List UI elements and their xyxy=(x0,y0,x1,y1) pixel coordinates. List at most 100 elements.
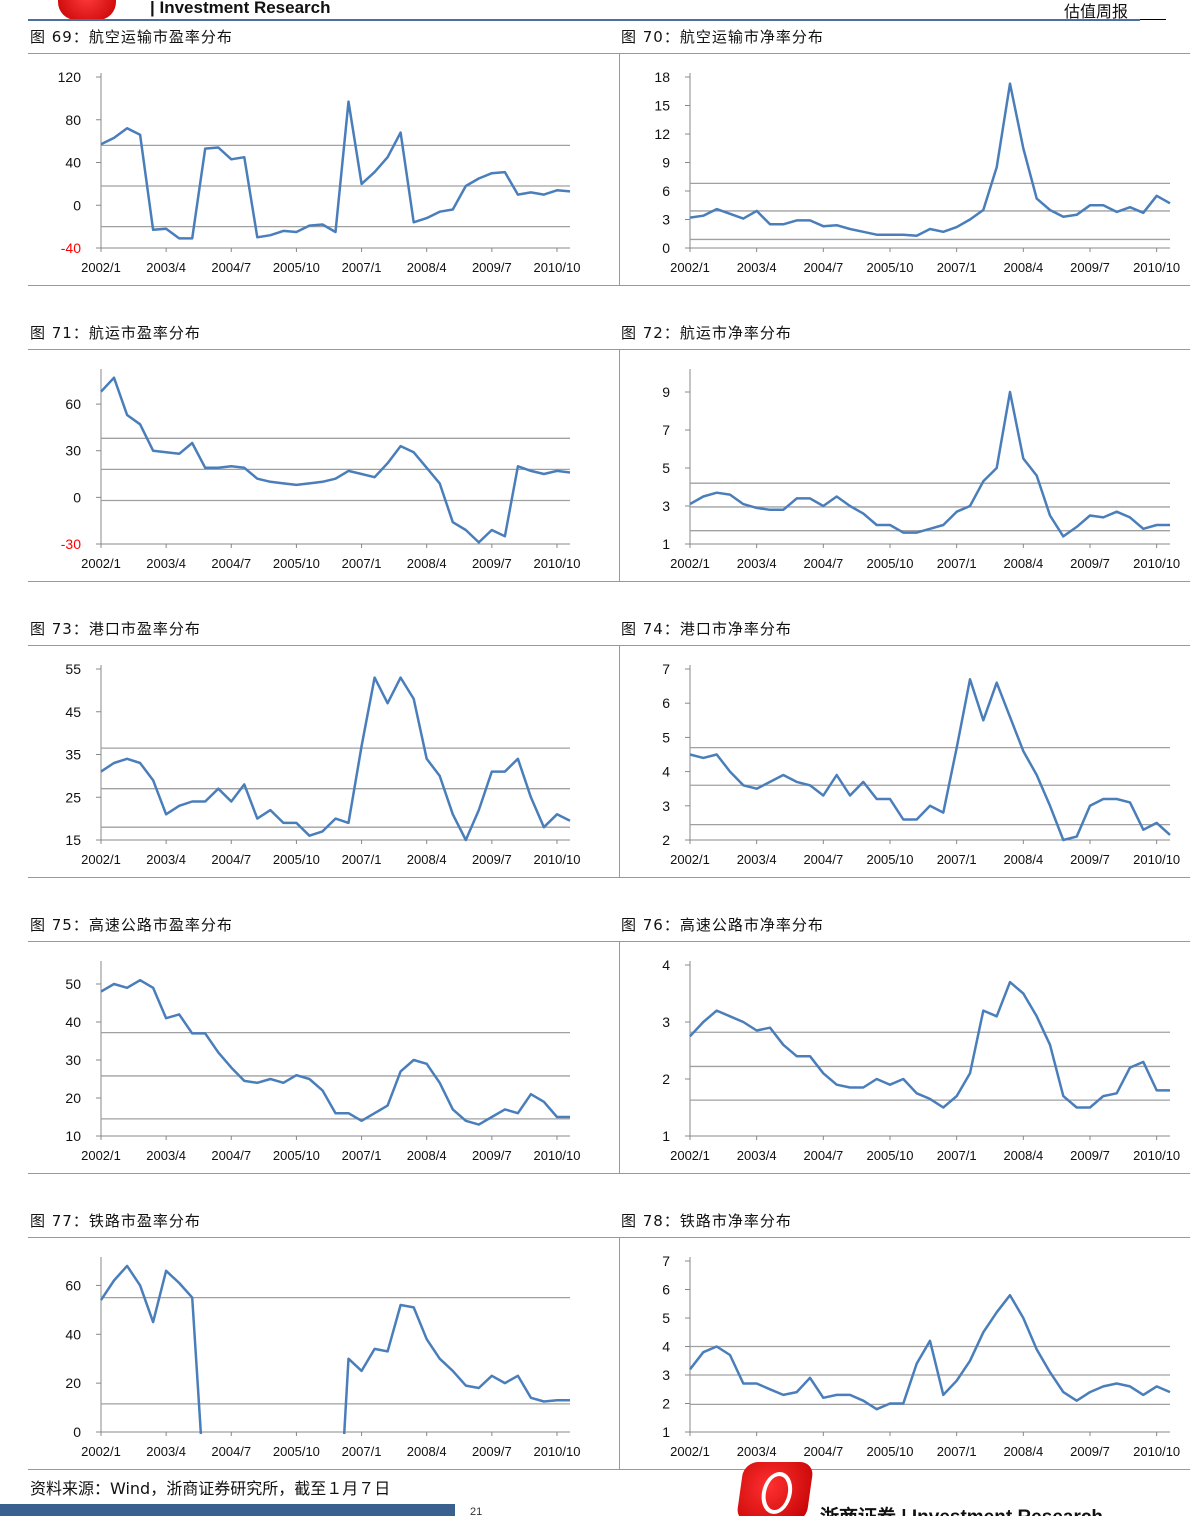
x-tick-label: 2007/1 xyxy=(342,260,382,275)
figure-title: 图 71：航运市盈率分布 xyxy=(30,324,201,342)
y-tick-label: 20 xyxy=(65,1375,81,1391)
x-tick-label: 2010/10 xyxy=(1133,1148,1180,1163)
x-tick-label: 2007/1 xyxy=(937,852,977,867)
x-tick-label: 2005/10 xyxy=(867,556,914,571)
line-chart: 10 20 30 40 50 2002/1 2003/4 2004/7 2005/10 2007/… xyxy=(65,961,580,1163)
x-tick-label: 2004/7 xyxy=(803,260,843,275)
x-tick-label: 2007/1 xyxy=(937,260,977,275)
y-tick-label: 2 xyxy=(662,832,670,848)
y-tick-label: 20 xyxy=(65,1090,81,1106)
y-tick-label: 55 xyxy=(65,661,81,677)
figure-title: 图 78：铁路市净率分布 xyxy=(621,1212,792,1230)
y-tick-label: 18 xyxy=(654,69,670,85)
y-tick-label: 6 xyxy=(662,695,670,711)
column-divider xyxy=(619,941,620,1173)
line-chart: -30 0 30 60 2002/1 2003/4 2004/7 2005/10 2007/1 2… xyxy=(61,369,580,571)
y-tick-label: 60 xyxy=(65,1277,81,1293)
x-tick-label: 2004/7 xyxy=(211,1148,251,1163)
y-tick-label: 3 xyxy=(662,212,670,228)
x-tick-label: 2005/10 xyxy=(273,852,320,867)
divider xyxy=(28,53,1190,54)
header-divider xyxy=(28,19,1140,21)
x-tick-label: 2003/4 xyxy=(146,260,186,275)
column-divider xyxy=(619,53,620,285)
y-tick-label: 7 xyxy=(662,1253,670,1269)
x-tick-label: 2005/10 xyxy=(273,260,320,275)
report-type: 估值周报 xyxy=(1064,2,1129,21)
y-tick-label: 0 xyxy=(73,489,81,505)
x-tick-label: 2010/10 xyxy=(533,852,580,867)
column-divider xyxy=(619,645,620,877)
x-tick-label: 2010/10 xyxy=(1133,260,1180,275)
x-tick-label: 2009/7 xyxy=(472,260,512,275)
series-line xyxy=(100,376,571,544)
divider xyxy=(28,1237,1190,1238)
series-line xyxy=(100,978,570,1126)
x-tick-label: 2002/1 xyxy=(670,1444,710,1459)
x-tick-label: 2002/1 xyxy=(670,556,710,571)
x-tick-label: 2002/1 xyxy=(670,260,710,275)
y-tick-label: 9 xyxy=(662,384,670,400)
y-tick-label: 3 xyxy=(662,1014,670,1030)
y-tick-label: 1 xyxy=(662,536,670,552)
x-tick-label: 2008/4 xyxy=(1003,1148,1043,1163)
x-tick-label: 2002/1 xyxy=(670,1148,710,1163)
x-tick-label: 2010/10 xyxy=(1133,852,1180,867)
y-tick-label: 120 xyxy=(58,69,82,85)
line-chart: 2 3 4 5 6 7 2002/1 2003/4 2004/7 2005/10 2007/1 200… xyxy=(662,661,1180,867)
series-line xyxy=(100,100,571,240)
y-tick-label: 30 xyxy=(65,1052,81,1068)
x-tick-label: 2005/10 xyxy=(273,1444,320,1459)
y-tick-label: 0 xyxy=(662,240,670,256)
y-tick-label: 1 xyxy=(662,1424,670,1440)
x-tick-label: 2009/7 xyxy=(472,852,512,867)
x-tick-label: 2004/7 xyxy=(803,1148,843,1163)
y-tick-label: 5 xyxy=(662,460,670,476)
x-tick-label: 2004/7 xyxy=(211,260,251,275)
x-tick-label: 2003/4 xyxy=(146,1148,186,1163)
x-tick-label: 2009/7 xyxy=(472,1444,512,1459)
series-line xyxy=(689,1293,1171,1411)
y-tick-label: -40 xyxy=(61,240,81,256)
line-chart: 1 2 3 4 2002/1 2003/4 2004/7 2005/10 2007/1 2008/… xyxy=(662,957,1180,1163)
y-tick-label: 4 xyxy=(662,764,670,780)
footer-logo xyxy=(735,1462,815,1516)
x-tick-label: 2007/1 xyxy=(937,1444,977,1459)
x-tick-label: 2007/1 xyxy=(937,1148,977,1163)
x-tick-label: 2005/10 xyxy=(867,1444,914,1459)
y-tick-label: 30 xyxy=(65,443,81,459)
y-tick-label: 4 xyxy=(662,1339,670,1355)
x-tick-label: 2003/4 xyxy=(737,1148,777,1163)
x-tick-label: 2003/4 xyxy=(146,556,186,571)
series-line xyxy=(689,678,1171,842)
x-tick-label: 2002/1 xyxy=(81,852,121,867)
y-tick-label: 50 xyxy=(65,976,81,992)
x-tick-label: 2003/4 xyxy=(737,852,777,867)
line-chart: 0 3 6 9 12 15 18 2002/1 2003/4 2004/7 2005/10 2007/… xyxy=(654,69,1180,275)
x-tick-label: 2003/4 xyxy=(737,1444,777,1459)
y-tick-label: 3 xyxy=(662,798,670,814)
x-tick-label: 2007/1 xyxy=(342,852,382,867)
figure-title: 图 77：铁路市盈率分布 xyxy=(30,1212,201,1230)
y-tick-label: 3 xyxy=(662,498,670,514)
x-tick-label: 2003/4 xyxy=(146,1444,186,1459)
footer-bar xyxy=(0,1504,455,1516)
y-tick-label: 6 xyxy=(662,183,670,199)
x-tick-label: 2010/10 xyxy=(533,260,580,275)
figure-row: 图 69：航空运输市盈率分布 -40 0 40 80 120 2002/1 2003/4 200… xyxy=(28,28,1190,296)
y-tick-label: 3 xyxy=(662,1367,670,1383)
y-tick-label: 25 xyxy=(65,789,81,805)
series-line xyxy=(100,676,571,842)
x-tick-label: 2003/4 xyxy=(737,260,777,275)
line-chart: 1 3 5 7 9 2002/1 2003/4 2004/7 2005/10 2007/1 2008… xyxy=(662,369,1180,571)
y-tick-label: 80 xyxy=(65,112,81,128)
x-tick-label: 2005/10 xyxy=(273,1148,320,1163)
series-line xyxy=(99,1264,570,1435)
x-tick-label: 2004/7 xyxy=(803,556,843,571)
line-chart: 15 25 35 45 55 2002/1 2003/4 2004/7 2005/10 2007/… xyxy=(65,661,580,867)
x-tick-label: 2010/10 xyxy=(1133,1444,1180,1459)
y-tick-label: 1 xyxy=(662,1128,670,1144)
x-tick-label: 2008/4 xyxy=(407,852,447,867)
divider xyxy=(28,645,1190,646)
divider xyxy=(28,285,1190,286)
